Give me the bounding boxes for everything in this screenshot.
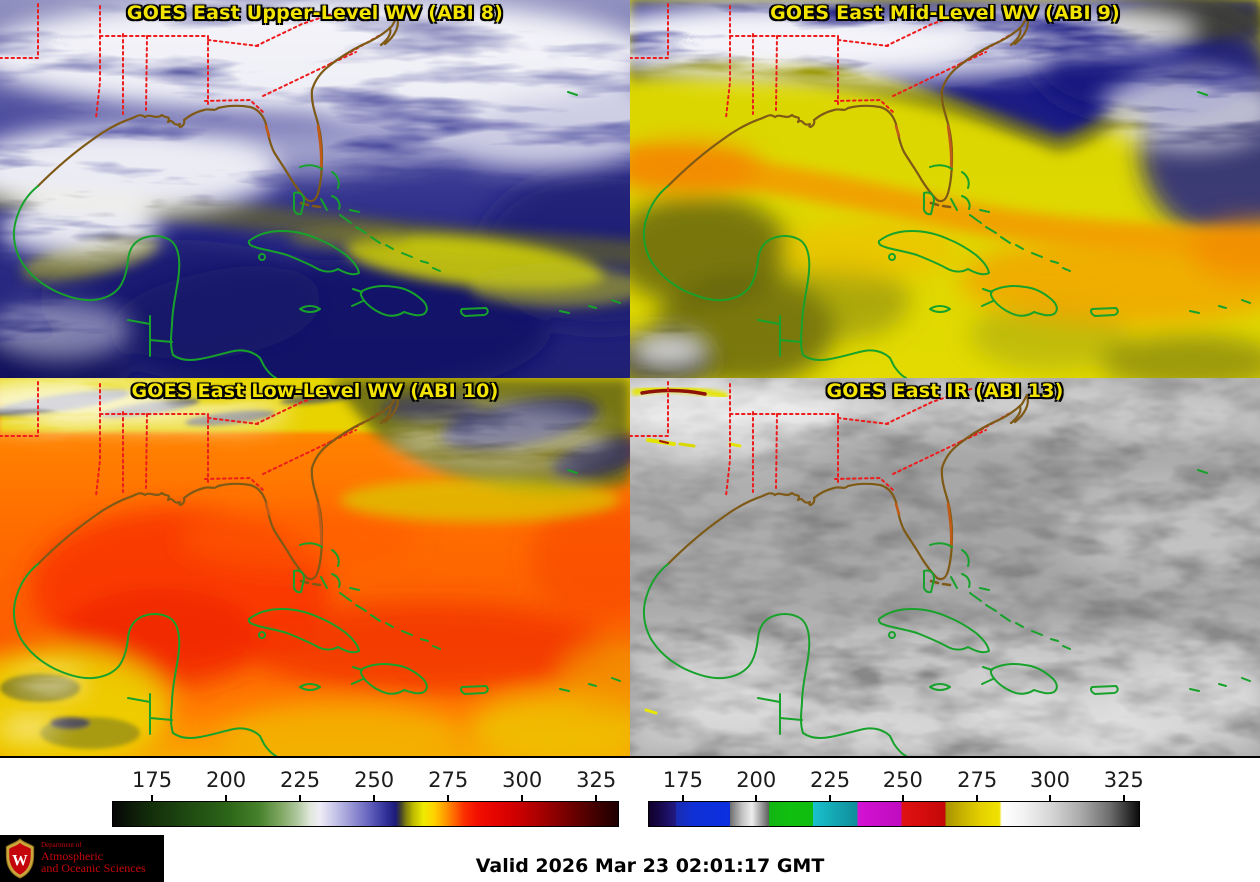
satellite-image-abi8 <box>0 0 630 378</box>
wv-tick-label: 300 <box>502 768 543 792</box>
logo-dept-line: Department of <box>41 841 82 850</box>
ir-tick-mark <box>901 795 904 801</box>
cold-cloud-top-streaks <box>631 385 742 715</box>
panel-low-level-wv: GOES East Low-Level WV (ABI 10) <box>0 378 630 756</box>
panel-ir: GOES East IR (ABI 13) <box>630 378 1260 756</box>
wv-tick-mark <box>595 795 598 801</box>
ir-tick-mark <box>681 795 684 801</box>
ir-colorbar: 175 200 225 250 275 300 325 <box>648 768 1144 830</box>
panel-title-abi8: GOES East Upper-Level WV (ABI 8) <box>126 2 504 24</box>
wv-tick-mark <box>299 795 302 801</box>
uw-crest-icon: W <box>5 838 35 879</box>
ir-tick-label: 275 <box>957 768 998 792</box>
wv-colorbar-gradient <box>112 801 619 827</box>
ir-tick-mark <box>1048 795 1051 801</box>
ir-tick-mark <box>755 795 758 801</box>
ir-tick-label: 300 <box>1029 768 1070 792</box>
logo-name-line-2: and Oceanic Sciences <box>41 861 146 876</box>
quad-panel-grid: GOES East Upper-Level WV (ABI 8) <box>0 0 1260 758</box>
ir-tick-label: 175 <box>662 768 703 792</box>
ir-tick-label: 225 <box>809 768 851 792</box>
wv-tick-mark <box>373 795 376 801</box>
ir-colorbar-gradient <box>648 801 1140 827</box>
ir-tick-label: 325 <box>1103 768 1144 792</box>
satellite-image-abi9 <box>630 0 1260 378</box>
wv-tick-label: 250 <box>354 768 395 792</box>
logo-text: Department of Atmospheric and Oceanic Sc… <box>41 841 146 876</box>
wv-tick-label: 225 <box>280 768 321 792</box>
wv-tick-mark <box>151 795 154 801</box>
ir-tick-mark <box>829 795 832 801</box>
uw-aos-logo: W Department of Atmospheric and Oceanic … <box>0 835 164 882</box>
panel-title-abi13: GOES East IR (ABI 13) <box>826 380 1064 402</box>
wv-tick-mark <box>447 795 450 801</box>
logo-name-line-1: Atmospheric <box>41 848 103 863</box>
satellite-image-abi13 <box>630 378 1260 756</box>
wv-tick-label: 175 <box>132 768 173 792</box>
satellite-image-abi10 <box>0 378 630 756</box>
valid-time-text: Valid 2026 Mar 23 02:01:17 GMT <box>475 855 825 877</box>
panel-upper-level-wv: GOES East Upper-Level WV (ABI 8) <box>0 0 630 378</box>
wv-tick-mark <box>225 795 228 801</box>
ir-tick-label: 250 <box>882 768 923 792</box>
wv-colorbar: 175 200 225 250 275 300 325 <box>112 768 619 830</box>
wv-tick-mark <box>521 795 524 801</box>
wv-tick-label: 325 <box>576 768 617 792</box>
ir-tick-label: 200 <box>736 768 777 792</box>
panel-title-abi9: GOES East Mid-Level WV (ABI 9) <box>770 2 1120 24</box>
wv-tick-label: 275 <box>428 768 469 792</box>
ir-tick-mark <box>1122 795 1125 801</box>
panel-mid-level-wv: GOES East Mid-Level WV (ABI 9) <box>630 0 1260 378</box>
crest-letter: W <box>12 852 28 869</box>
ir-tick-mark <box>976 795 979 801</box>
panel-title-abi10: GOES East Low-Level WV (ABI 10) <box>131 380 499 402</box>
wv-tick-label: 200 <box>206 768 247 792</box>
